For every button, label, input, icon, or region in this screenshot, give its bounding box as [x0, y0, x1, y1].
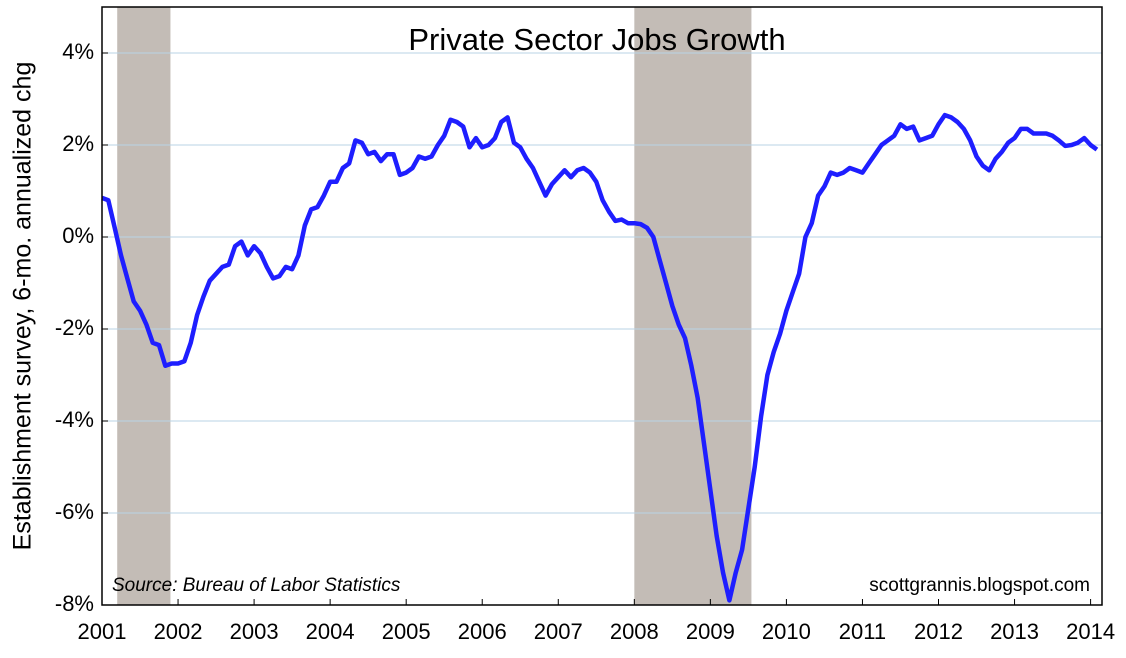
source-note: Source: Bureau of Labor Statistics — [112, 575, 401, 596]
y-tick-label: -2% — [55, 315, 94, 340]
y-tick-label: -8% — [55, 591, 94, 616]
x-tick-label: 2007 — [534, 619, 583, 644]
x-tick-label: 2013 — [990, 619, 1039, 644]
y-axis-label: Establishment survey, 6-mo. annualized c… — [9, 62, 37, 551]
x-tick-label: 2010 — [762, 619, 811, 644]
y-tick-label: -4% — [55, 407, 94, 432]
y-tick-label: 4% — [62, 39, 94, 64]
recession-band — [634, 7, 752, 605]
x-tick-label: 2014 — [1066, 619, 1115, 644]
y-tick-label: 2% — [62, 131, 94, 156]
x-tick-label: 2001 — [78, 619, 127, 644]
x-tick-label: 2009 — [686, 619, 735, 644]
x-tick-label: 2004 — [306, 619, 355, 644]
credit-note: scottgrannis.blogspot.com — [869, 575, 1090, 596]
x-tick-label: 2008 — [610, 619, 659, 644]
chart-title: Private Sector Jobs Growth — [408, 22, 785, 57]
x-tick-label: 2011 — [839, 619, 886, 644]
plot-frame — [101, 6, 1103, 606]
x-tick-label: 2003 — [230, 619, 279, 644]
x-tick-label: 2002 — [154, 619, 203, 644]
x-tick-label: 2005 — [382, 619, 431, 644]
data-line — [101, 112, 1099, 603]
recession-band — [117, 7, 171, 605]
y-tick-label: -6% — [55, 499, 94, 524]
x-tick-label: 2006 — [458, 619, 507, 644]
x-tick-label: 2012 — [914, 619, 963, 644]
y-tick-label: 0% — [62, 223, 94, 248]
